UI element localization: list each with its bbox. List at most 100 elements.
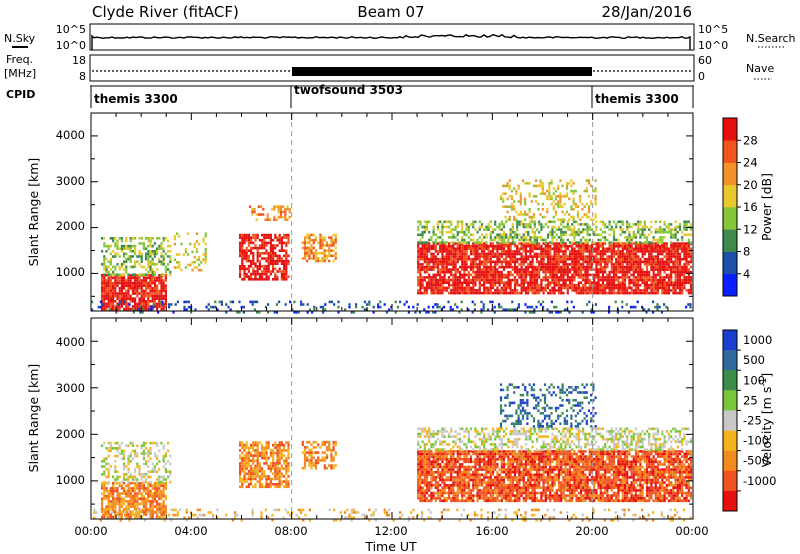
- power-cell: [151, 307, 154, 311]
- power-cell: [599, 252, 602, 256]
- power-cell: [114, 252, 117, 256]
- power-cell: [573, 278, 576, 282]
- velocity-cell: [169, 454, 172, 458]
- power-cell: [509, 252, 512, 256]
- power-cell: [654, 255, 657, 258]
- power-cell: [687, 303, 690, 306]
- power-cell: [555, 242, 558, 245]
- power-cell: [665, 244, 668, 248]
- power-cell: [584, 241, 587, 244]
- power-cell: [472, 281, 475, 284]
- power-cell: [285, 259, 288, 263]
- velocity-cell: [101, 465, 104, 468]
- power-cell: [107, 302, 110, 306]
- power-cell: [465, 257, 468, 261]
- power-cell: [425, 228, 429, 231]
- power-cell: [285, 249, 288, 252]
- power-cell: [334, 257, 337, 260]
- power-cell: [450, 244, 453, 248]
- power-cell: [467, 289, 470, 292]
- power-cell: [546, 281, 550, 284]
- power-cell: [434, 247, 437, 251]
- velocity-cell: [162, 487, 165, 490]
- power-cell: [577, 273, 580, 277]
- power-cell: [560, 286, 563, 290]
- velocity-cell: [149, 500, 152, 503]
- power-cell: [285, 278, 288, 281]
- power-cell: [496, 291, 499, 295]
- power-cell: [134, 289, 137, 293]
- power-cell: [421, 278, 424, 282]
- velocity-cell: [103, 489, 106, 493]
- power-cell: [621, 276, 624, 279]
- velocity-cell: [145, 507, 148, 511]
- power-cell: [147, 287, 150, 290]
- power-cell: [430, 244, 433, 248]
- power-cell: [469, 252, 473, 256]
- power-cell: [573, 238, 576, 242]
- power-cell: [562, 255, 565, 258]
- power-cell: [568, 281, 572, 284]
- power-cell: [195, 258, 198, 261]
- power-cell: [590, 308, 593, 311]
- power-cell: [516, 223, 519, 226]
- power-cell: [502, 250, 506, 253]
- power-cell: [667, 260, 671, 264]
- power-cell: [564, 247, 567, 251]
- power-cell: [654, 230, 657, 234]
- power-cell: [681, 289, 684, 292]
- power-cell: [498, 303, 501, 306]
- power-cell: [287, 239, 290, 242]
- power-cell: [563, 195, 566, 198]
- power-cell: [275, 218, 278, 221]
- power-cell: [683, 252, 686, 256]
- power-cell: [142, 289, 145, 293]
- power-cell: [439, 268, 442, 271]
- power-cell: [511, 252, 514, 256]
- power-cell: [272, 252, 275, 255]
- power-cell: [621, 230, 624, 234]
- velocity-cell: [169, 473, 172, 476]
- power-cell: [683, 265, 686, 269]
- power-cell: [555, 247, 558, 251]
- power-cell: [129, 274, 132, 277]
- power-cell: [306, 233, 309, 237]
- power-cell: [118, 281, 121, 285]
- velocity-cell: [142, 505, 145, 508]
- power-cell: [147, 263, 150, 266]
- power-cell: [531, 244, 534, 248]
- power-cell: [520, 291, 523, 295]
- power-cell: [597, 233, 600, 237]
- power-cell: [683, 250, 686, 253]
- power-cell: [456, 255, 459, 258]
- velocity-cell: [149, 484, 152, 488]
- power-cell: [560, 236, 563, 239]
- power-cell: [634, 236, 638, 239]
- power-cell: [483, 252, 486, 256]
- power-cell: [626, 223, 629, 226]
- power-cell: [467, 283, 470, 287]
- power-cell: [269, 262, 272, 265]
- power-cell: [590, 283, 594, 287]
- power-cell: [562, 230, 565, 234]
- power-cell: [125, 302, 128, 306]
- power-cell: [105, 265, 108, 269]
- power-cell: [306, 236, 309, 239]
- power-cell: [507, 255, 510, 258]
- power-cell: [656, 263, 660, 266]
- power-cell: [685, 252, 688, 256]
- power-cell: [274, 259, 277, 263]
- power-cell: [502, 197, 505, 201]
- velocity-cell: [127, 454, 130, 458]
- power-cell: [575, 283, 578, 287]
- power-cell: [472, 278, 475, 282]
- power-cell: [617, 257, 620, 261]
- power-cell: [562, 273, 565, 277]
- power-cell: [518, 263, 521, 266]
- power-cell: [377, 305, 380, 309]
- power-cell: [436, 257, 440, 261]
- velocity-cell: [131, 502, 134, 506]
- power-cell: [107, 289, 110, 293]
- power-cell: [676, 286, 679, 290]
- power-cell: [590, 218, 593, 221]
